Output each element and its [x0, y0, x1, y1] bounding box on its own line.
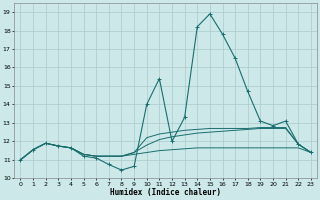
X-axis label: Humidex (Indice chaleur): Humidex (Indice chaleur): [110, 188, 221, 197]
